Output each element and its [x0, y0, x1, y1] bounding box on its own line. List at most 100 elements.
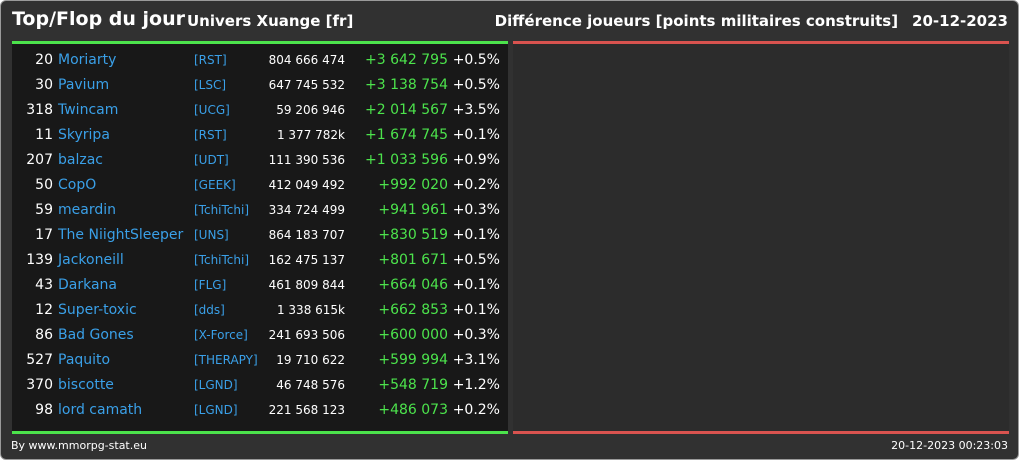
header-info: Différence joueurs [points militaires co…: [495, 12, 1008, 30]
player-name-link[interactable]: The NiightSleeper: [58, 227, 184, 243]
alliance-tag-link[interactable]: [dds]: [194, 303, 225, 317]
score-difference: +664 046: [378, 277, 448, 293]
player-score: 864 183 707: [268, 228, 345, 242]
alliance-tag-link[interactable]: [RST]: [194, 128, 227, 142]
percent-change: +0.2%: [452, 177, 500, 193]
alliance-tag-link[interactable]: [THERAPY]: [194, 353, 258, 367]
player-name-link[interactable]: lord camath: [58, 402, 143, 418]
player-name-link[interactable]: Pavium: [58, 77, 110, 93]
player-score: 46 748 576: [276, 378, 345, 392]
player-rank: 207: [26, 152, 53, 168]
table-row: 98 lord camath [LGND] 221 568 123 +486 073 +0…: [12, 398, 508, 423]
player-name-link[interactable]: biscotte: [58, 377, 114, 393]
percent-change: +0.1%: [452, 302, 500, 318]
flop-players-table: [513, 44, 1009, 431]
player-rank: 17: [35, 227, 53, 243]
score-difference: +486 073: [378, 402, 448, 418]
player-score: 59 206 946: [276, 103, 345, 117]
alliance-tag-link[interactable]: [TchiTchi]: [194, 203, 250, 217]
alliance-tag-link[interactable]: [FLG]: [194, 278, 227, 292]
player-rank: 20: [35, 52, 53, 68]
header-date: 20-12-2023: [912, 12, 1008, 30]
player-name-link[interactable]: Darkana: [58, 277, 118, 293]
score-difference: +801 671: [378, 252, 448, 268]
player-rank: 12: [35, 302, 53, 318]
table-row: 17 The NiightSleeper [UNS] 864 183 707 +830 …: [12, 223, 508, 248]
percent-change: +0.2%: [452, 402, 500, 418]
flop-list-divider: [513, 41, 1009, 44]
score-difference: +830 519: [378, 227, 448, 243]
percent-change: +0.5%: [452, 77, 500, 93]
player-score: 412 049 492: [268, 178, 345, 192]
table-row: 12 Super-toxic [dds] 1 338 615k +662 853 +0.1…: [12, 298, 508, 323]
top-list-footer-divider: [12, 431, 508, 434]
page-title: Top/Flop du jour: [12, 8, 185, 30]
alliance-tag-link[interactable]: [LGND]: [194, 378, 238, 392]
score-difference: +599 994: [378, 352, 448, 368]
player-rank: 527: [26, 352, 53, 368]
player-name-link[interactable]: balzac: [58, 152, 103, 168]
percent-change: +3.1%: [452, 352, 500, 368]
player-score: 334 724 499: [268, 203, 345, 217]
player-name-link[interactable]: Bad Gones: [58, 327, 134, 343]
alliance-tag-link[interactable]: [TchiTchi]: [194, 253, 250, 267]
player-name-link[interactable]: meardin: [58, 202, 116, 218]
top-list-divider: [12, 41, 508, 44]
player-name-link[interactable]: CopO: [58, 177, 97, 193]
table-row: 527 Paquito [THERAPY] 19 710 622 +599 994 +3.…: [12, 348, 508, 373]
alliance-tag-link[interactable]: [UCG]: [194, 103, 230, 117]
table-row: 139 Jackoneill [TchiTchi] 162 475 137 +801 6…: [12, 248, 508, 273]
score-difference: +3 642 795: [365, 52, 448, 68]
table-row: 207 balzac [UDT] 111 390 536 +1 033 596 +0.9%: [12, 148, 508, 173]
table-row: 86 Bad Gones [X-Force] 241 693 506 +600 000 +…: [12, 323, 508, 348]
table-row: 30 Pavium [LSC] 647 745 532 +3 138 754 +0.5%: [12, 73, 508, 98]
player-rank: 59: [35, 202, 53, 218]
table-row: 318 Twincam [UCG] 59 206 946 +2 014 567 +3.5%: [12, 98, 508, 123]
player-name-link[interactable]: Skyripa: [58, 127, 110, 143]
player-score: 647 745 532: [268, 78, 345, 92]
score-difference: +992 020: [378, 177, 448, 193]
player-score: 111 390 536: [268, 153, 345, 167]
table-row: 370 biscotte [LGND] 46 748 576 +548 719 +1.2%: [12, 373, 508, 398]
percent-change: +0.1%: [452, 227, 500, 243]
alliance-tag-link[interactable]: [UNS]: [194, 228, 229, 242]
universe-label: Univers Xuange [fr]: [187, 12, 354, 30]
score-difference: +2 014 567: [365, 102, 448, 118]
player-score: 1 377 782k: [276, 128, 345, 142]
player-rank: 86: [35, 327, 53, 343]
player-score: 19 710 622: [276, 353, 345, 367]
player-score: 162 475 137: [268, 253, 345, 267]
alliance-tag-link[interactable]: [UDT]: [194, 153, 229, 167]
alliance-tag-link[interactable]: [X-Force]: [194, 328, 248, 342]
player-rank: 370: [26, 377, 53, 393]
table-row: 20 Moriarty [RST] 804 666 474 +3 642 795 +0.5…: [12, 48, 508, 73]
stat-label: Différence joueurs [points militaires co…: [494, 12, 899, 30]
table-row: 11 Skyripa [RST] 1 377 782k +1 674 745 +0.1%: [12, 123, 508, 148]
player-rank: 139: [26, 252, 53, 268]
player-name-link[interactable]: Moriarty: [58, 52, 117, 68]
score-difference: +1 033 596: [365, 152, 448, 168]
player-score: 1 338 615k: [276, 303, 345, 317]
alliance-tag-link[interactable]: [RST]: [194, 53, 227, 67]
player-score: 221 568 123: [268, 403, 345, 417]
score-difference: +600 000: [378, 327, 448, 343]
alliance-tag-link[interactable]: [LGND]: [194, 403, 238, 417]
alliance-tag-link[interactable]: [GEEK]: [194, 178, 236, 192]
player-name-link[interactable]: Twincam: [58, 102, 119, 118]
score-difference: +1 674 745: [365, 127, 448, 143]
percent-change: +0.9%: [452, 152, 500, 168]
player-rank: 30: [35, 77, 53, 93]
player-score: 241 693 506: [268, 328, 345, 342]
score-difference: +3 138 754: [365, 77, 448, 93]
player-name-link[interactable]: Super-toxic: [58, 302, 137, 318]
player-rank: 318: [26, 102, 53, 118]
percent-change: +0.5%: [452, 52, 500, 68]
score-difference: +662 853: [378, 302, 448, 318]
flop-list-footer-divider: [513, 431, 1009, 434]
alliance-tag-link[interactable]: [LSC]: [194, 78, 227, 92]
player-rank: 43: [35, 277, 53, 293]
player-name-link[interactable]: Paquito: [58, 352, 111, 368]
percent-change: +0.1%: [452, 277, 500, 293]
player-name-link[interactable]: Jackoneill: [58, 252, 124, 268]
